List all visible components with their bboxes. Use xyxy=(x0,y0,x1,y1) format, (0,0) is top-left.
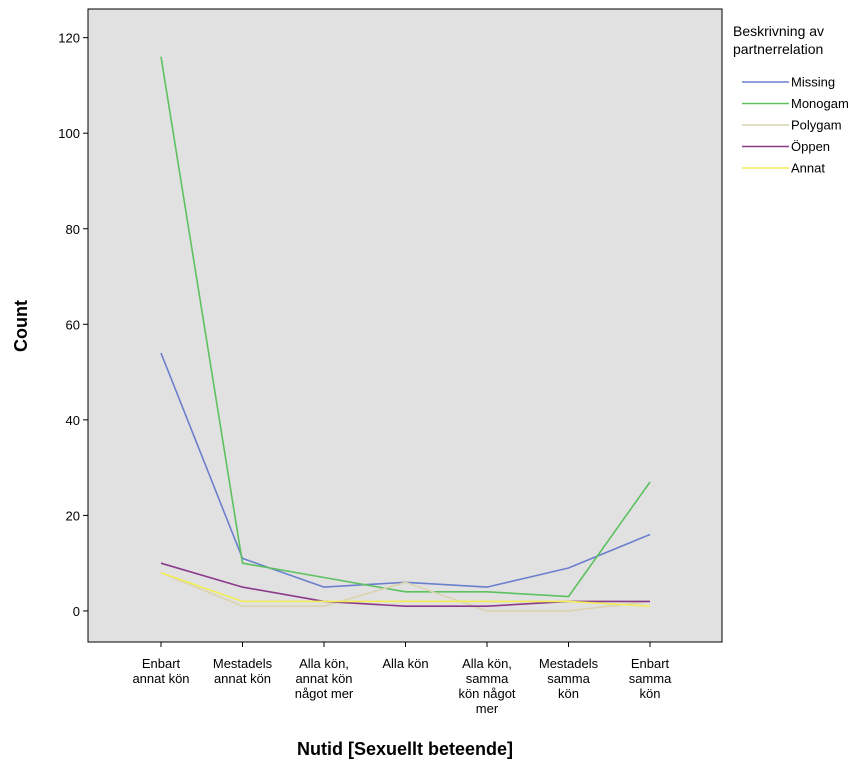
legend-title: Beskrivning av xyxy=(733,23,824,39)
series-lines xyxy=(160,56,651,612)
x-axis-title: Nutid [Sexuellt beteende] xyxy=(297,739,513,759)
x-tick-label: Alla kön xyxy=(382,656,428,671)
y-tick-label: 0 xyxy=(73,604,80,619)
legend-label: Öppen xyxy=(791,139,830,154)
series-line-monogam xyxy=(160,56,651,598)
y-tick-label: 40 xyxy=(66,413,80,428)
legend-title: partnerrelation xyxy=(733,41,823,57)
y-tick-label: 120 xyxy=(58,31,80,46)
y-axis-title: Count xyxy=(11,300,31,352)
legend-label: Missing xyxy=(791,75,835,90)
x-tick-label: Enbart annat kön xyxy=(132,656,189,686)
y-tick-label: 100 xyxy=(58,126,80,141)
x-tick-label: Mestadels samma kön xyxy=(539,656,599,701)
legend: Beskrivning av partnerrelation Missing Mono… xyxy=(733,23,849,176)
legend-label: Polygam xyxy=(791,118,842,133)
y-tick-label: 60 xyxy=(66,317,80,332)
y-tick-label: 80 xyxy=(66,222,80,237)
x-tick-label: Alla kön, samma kön något mer xyxy=(458,656,515,716)
legend-label: Annat xyxy=(791,161,825,176)
x-axis: Enbart annat kön Mestadels annat kön Alla kö… xyxy=(132,642,672,716)
y-axis: 0 20 40 60 80 100 120 xyxy=(58,31,88,619)
x-tick-label: Mestadels annat kön xyxy=(213,656,273,686)
legend-label: Monogam xyxy=(791,96,849,111)
x-tick-label: Alla kön, annat kön något mer xyxy=(295,656,354,701)
plot-area xyxy=(87,8,723,643)
y-tick-label: 20 xyxy=(66,508,80,523)
series-line-polygam xyxy=(160,571,651,612)
x-tick-label: Enbart samma kön xyxy=(629,656,672,701)
series-line-annat xyxy=(160,571,651,607)
